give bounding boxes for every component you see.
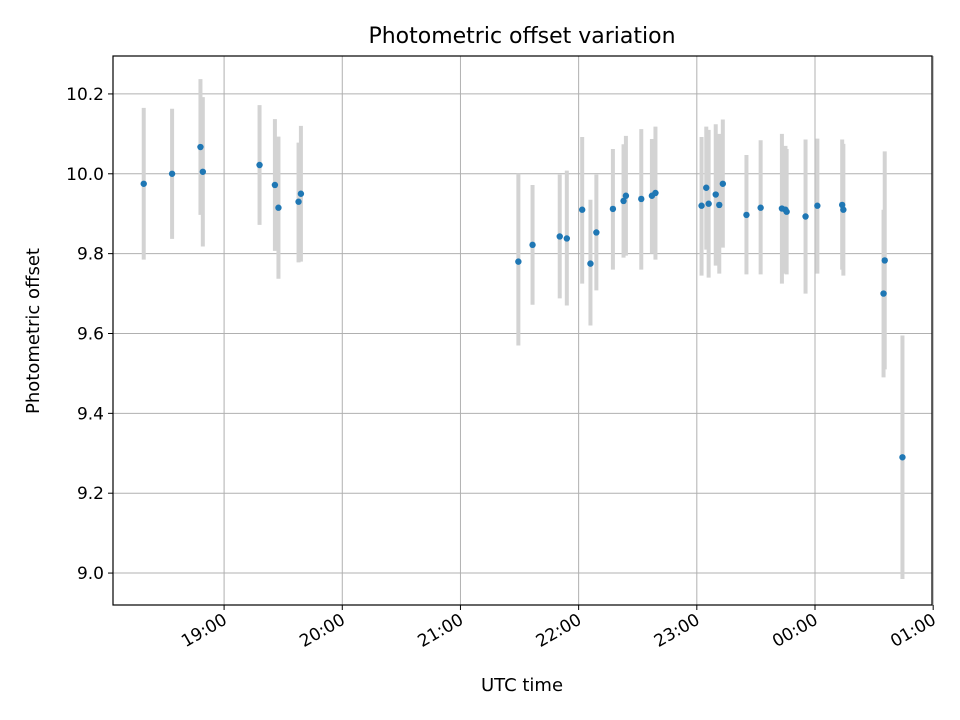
x-tick-label: 21:00 xyxy=(415,610,467,652)
y-axis-ticks: 9.0 9.2 9.4 9.6 9.8 10.0 10.2 xyxy=(66,85,113,584)
data-point xyxy=(609,205,617,213)
data-point xyxy=(297,190,305,197)
data-point xyxy=(881,257,888,264)
data-point xyxy=(703,184,710,191)
data-point xyxy=(256,161,263,169)
data-point xyxy=(840,206,847,213)
data-point xyxy=(529,241,536,249)
data-point xyxy=(197,143,204,151)
data-point xyxy=(638,195,645,203)
data-point xyxy=(814,202,821,209)
data-point xyxy=(271,181,279,189)
data-point xyxy=(168,170,176,177)
y-tick-label: 9.0 xyxy=(77,564,104,584)
data-point xyxy=(698,202,705,209)
grid xyxy=(113,56,934,605)
x-tick-label: 23:00 xyxy=(651,610,703,652)
data-point xyxy=(593,229,600,236)
data-point xyxy=(652,189,659,197)
y-axis-label: Photometric offset xyxy=(23,248,44,414)
x-tick-label: 20:00 xyxy=(296,610,348,652)
y-tick-label: 9.6 xyxy=(77,324,104,344)
y-tick-label: 9.8 xyxy=(77,245,104,265)
data-point xyxy=(587,260,594,267)
data-point xyxy=(712,191,719,198)
data-point xyxy=(743,211,750,219)
y-tick-label: 9.2 xyxy=(77,484,104,504)
chart-title: Photometric offset variation xyxy=(368,24,675,49)
x-tick-label: 22:00 xyxy=(533,610,585,652)
data-point xyxy=(275,204,282,211)
data-point xyxy=(783,208,790,215)
data-point xyxy=(838,201,846,209)
x-axis-ticks: 19:00 20:00 21:00 22:00 23:00 00:00 01:00 xyxy=(178,605,940,652)
data-point xyxy=(802,213,809,220)
data-point xyxy=(622,192,630,199)
y-tick-label: 10.2 xyxy=(66,85,104,105)
y-tick-label: 10.0 xyxy=(66,165,104,185)
data-point xyxy=(880,290,887,297)
data-point xyxy=(199,168,207,175)
x-tick-label: 19:00 xyxy=(178,610,230,652)
x-tick-label: 00:00 xyxy=(769,610,821,652)
plot-area-frame xyxy=(112,55,933,606)
data-point xyxy=(719,180,727,187)
data-point xyxy=(899,454,906,461)
data-points xyxy=(140,143,906,461)
data-point xyxy=(705,200,712,207)
data-point xyxy=(620,197,627,205)
data-point xyxy=(716,201,723,209)
data-point xyxy=(556,233,563,240)
y-tick-label: 9.4 xyxy=(77,404,104,424)
x-axis-label: UTC time xyxy=(481,675,563,696)
data-point xyxy=(563,235,571,242)
data-point xyxy=(757,204,764,211)
data-point xyxy=(578,206,586,213)
x-tick-label: 01:00 xyxy=(887,610,939,652)
data-point xyxy=(295,198,302,205)
data-point xyxy=(140,180,147,187)
error-bars xyxy=(141,79,905,580)
data-point xyxy=(515,258,522,265)
